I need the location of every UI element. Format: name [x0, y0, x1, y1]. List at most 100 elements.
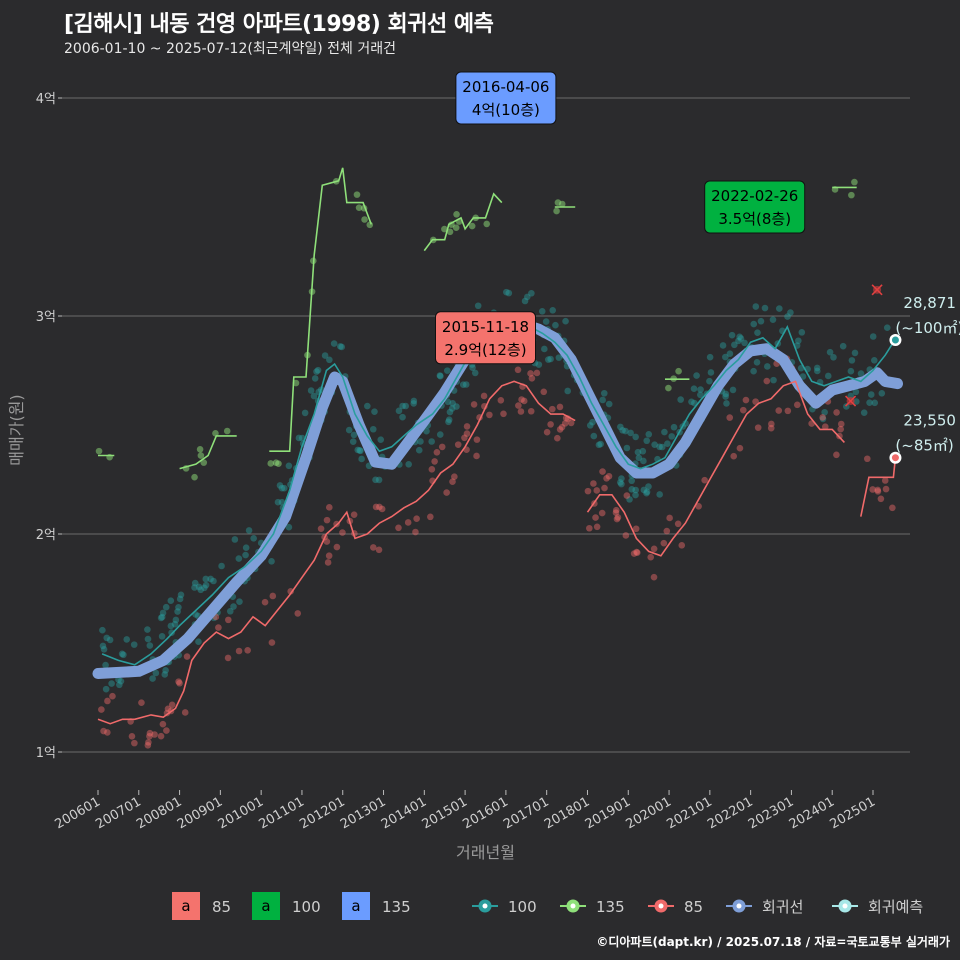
dot-85	[647, 553, 655, 561]
dot-85	[428, 466, 436, 473]
dot-85	[375, 546, 383, 554]
forecast-x	[871, 284, 883, 296]
dot-100	[313, 368, 320, 375]
dot-135	[361, 216, 368, 223]
dot-100	[764, 363, 771, 370]
callout-box	[704, 180, 806, 234]
dot-100	[157, 614, 165, 622]
dot-135	[665, 384, 672, 392]
dot-100	[541, 345, 548, 353]
x-tick-label: 202501	[828, 794, 878, 832]
dot-100	[372, 476, 379, 484]
dot-85	[869, 486, 876, 493]
dot-100	[469, 364, 476, 372]
dot-135	[483, 220, 491, 228]
dot-85	[376, 503, 383, 511]
dot-135	[200, 459, 208, 466]
dot-85	[159, 720, 167, 728]
dot-100	[268, 558, 275, 565]
dot-100	[278, 498, 286, 506]
x-tick-label: 202301	[746, 794, 796, 832]
dot-100	[688, 398, 695, 406]
dot-100	[750, 320, 758, 328]
dot-100	[369, 425, 377, 433]
dot-100	[547, 355, 554, 363]
dot-100	[357, 447, 364, 455]
dot-85	[730, 452, 738, 460]
dot-85	[623, 492, 631, 499]
series-100-line	[101, 319, 895, 666]
callout-text: 2.9억(12층)	[444, 341, 526, 359]
x-tick-label: 202101	[664, 794, 714, 832]
dot-100	[191, 579, 199, 587]
dot-85	[404, 519, 412, 526]
dot-100	[677, 396, 684, 403]
dot-85	[183, 653, 191, 660]
dot-100	[349, 438, 357, 445]
grid-lines	[62, 97, 910, 753]
dot-85	[438, 443, 446, 451]
dot-85	[451, 473, 458, 481]
dot-100	[444, 398, 452, 406]
dot-100	[757, 317, 765, 325]
dot-135	[553, 207, 560, 215]
y-tick-label: 2억	[36, 528, 56, 543]
dot-100	[191, 584, 198, 591]
dot-85	[138, 699, 145, 706]
dot-85	[663, 527, 671, 535]
dot-85	[164, 705, 172, 713]
dot-85	[378, 505, 386, 513]
dot-100	[784, 313, 791, 320]
dot-100	[643, 488, 651, 496]
dot-85	[500, 410, 507, 418]
dot-85	[463, 430, 471, 437]
dot-100	[628, 477, 636, 485]
dot-85	[433, 448, 441, 456]
dot-100	[116, 681, 123, 689]
x-tick-label: 202401	[787, 794, 837, 832]
dot-100	[471, 369, 479, 377]
dot-100	[632, 433, 639, 441]
end-point-inner	[891, 336, 899, 344]
dot-100	[152, 669, 160, 677]
legend-box-letter: a	[261, 897, 270, 915]
dot-100	[231, 536, 239, 543]
annotations: 28,871 (~100㎡) 23,550 (~85㎡) 2016-04-06 4억(10…	[435, 71, 960, 464]
dot-100	[274, 498, 282, 506]
dot-85	[413, 515, 420, 523]
dot-85	[556, 403, 564, 411]
dot-100	[417, 438, 424, 445]
dot-85	[863, 455, 871, 463]
series-85-line	[586, 380, 845, 557]
dot-85	[431, 458, 438, 465]
end-label-area: (~100㎡)	[895, 319, 960, 337]
callout-date: 2022-02-26	[711, 187, 798, 205]
dot-100	[866, 399, 873, 406]
end-label-value: 28,871	[903, 294, 956, 312]
dot-100	[597, 440, 604, 448]
y-tick-label: 3억	[36, 310, 56, 325]
dot-85	[104, 697, 111, 705]
dot-135	[851, 178, 858, 186]
dot-135	[191, 473, 198, 481]
dot-100	[661, 428, 668, 436]
dot-85	[412, 528, 419, 536]
dot-100	[503, 288, 510, 296]
dot-100	[130, 641, 138, 648]
dot-100	[230, 603, 237, 610]
dot-85	[317, 525, 325, 532]
chart-title: [김해시] 내동 건영 아파트(1998) 회귀선 예측	[64, 12, 494, 37]
dot-100	[848, 357, 856, 364]
dot-85	[833, 409, 840, 416]
dot-135	[446, 228, 454, 236]
dot-100	[843, 403, 850, 410]
dot-100	[635, 454, 643, 462]
dot-135	[212, 430, 219, 437]
dot-85	[614, 514, 622, 521]
dot-85	[470, 401, 478, 408]
dot-85	[225, 616, 232, 624]
dot-85	[556, 426, 564, 433]
dot-100	[847, 367, 855, 375]
dot-100	[731, 341, 738, 349]
dot-100	[99, 642, 107, 650]
